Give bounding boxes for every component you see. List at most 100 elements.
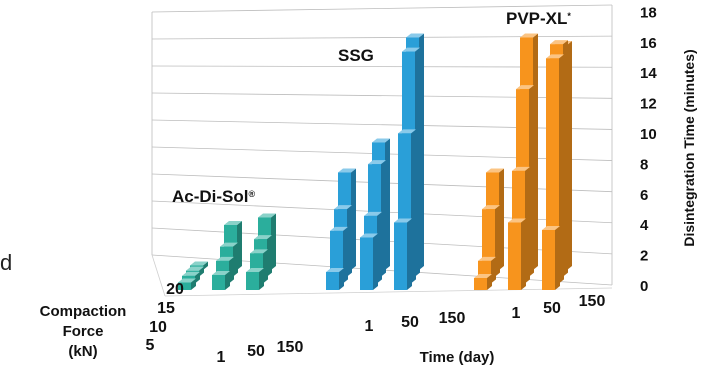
bar-side	[487, 274, 492, 290]
bar-top	[474, 274, 492, 278]
bar-top	[542, 226, 560, 230]
bar-top	[330, 226, 348, 231]
force-tick-label: 20	[166, 281, 184, 298]
y-tick-label: 8	[640, 156, 648, 173]
bar-top	[220, 242, 238, 247]
force-axis-title: (kN)	[68, 343, 97, 360]
bar-side	[533, 33, 538, 270]
bar-top	[478, 256, 496, 261]
bar-top	[482, 205, 500, 210]
floor-front-edge	[164, 287, 613, 297]
bar-side	[203, 261, 208, 270]
bar-side	[567, 41, 572, 270]
bar-top	[364, 211, 382, 216]
bar-top	[406, 33, 424, 38]
bar-top	[402, 47, 420, 52]
chart-labels: 0 2 4 6 8 10 12 14 16 18 Disintegration Time (minu…	[40, 4, 697, 366]
bar-top	[546, 54, 564, 59]
bar-front	[212, 275, 225, 290]
cropped-text-fragment: d	[0, 250, 13, 275]
gridline	[151, 4, 613, 13]
bar-side	[225, 271, 230, 290]
y-tick-label: 0	[640, 278, 648, 295]
bar-top	[224, 221, 242, 225]
bar-ac-di-sol-5kn-150	[246, 268, 264, 290]
time-tick-label: 1	[512, 305, 521, 322]
time-tick-label: 150	[277, 339, 304, 356]
bar-pvp-xl-5kn-50	[508, 218, 526, 290]
bar-top	[246, 268, 264, 272]
force-axis-title: Compaction	[40, 303, 127, 320]
bar-side	[525, 166, 530, 284]
bar-side	[415, 47, 420, 277]
y-tick-label: 10	[640, 126, 657, 143]
bar-top	[508, 218, 526, 223]
bar-side	[339, 268, 344, 290]
gridline	[151, 65, 613, 68]
gridline	[151, 35, 613, 40]
y-tick-label: 16	[640, 35, 657, 52]
bar-top	[398, 129, 416, 134]
bar-side	[351, 168, 356, 270]
group-label-ssg: SSG	[338, 46, 374, 65]
bar-top	[190, 261, 208, 266]
bar-ssg-5kn-1	[326, 268, 344, 290]
bar-side	[233, 242, 238, 277]
y-tick-label: 12	[640, 96, 657, 113]
bar-top	[512, 166, 530, 171]
bar-side	[499, 168, 504, 270]
bar-top	[360, 233, 378, 238]
y-axis-title: Disintegration Time (minutes)	[681, 49, 697, 246]
y-tick-label: 14	[640, 65, 657, 82]
bar-top	[326, 268, 344, 272]
bar-front	[178, 282, 191, 290]
x-axis-title: Time (day)	[420, 349, 495, 366]
bar-top	[216, 256, 234, 261]
bar-top	[550, 40, 568, 45]
y-tick-label: 4	[640, 217, 649, 234]
bar-ssg-5kn-150	[394, 218, 412, 290]
force-axis-title: Force	[63, 323, 104, 340]
bar-side	[229, 256, 234, 284]
bar-top	[520, 33, 538, 38]
bar-top	[212, 271, 230, 275]
group-label-ac-di-sol: Ac-Di-Sol®	[172, 187, 256, 206]
bar-side	[263, 249, 268, 284]
bar-side	[259, 268, 264, 290]
bar-front	[542, 230, 555, 290]
bar-side	[411, 129, 416, 284]
time-tick-label: 150	[439, 310, 466, 327]
bar-top	[334, 205, 352, 210]
bar-top	[338, 168, 356, 173]
y-tick-label: 6	[640, 187, 648, 204]
bar-side	[407, 218, 412, 290]
gridline	[151, 92, 613, 99]
bar-top	[394, 218, 412, 223]
time-tick-label: 50	[247, 343, 265, 360]
bar-ssg-5kn-50	[360, 233, 378, 290]
bar-top	[486, 168, 504, 173]
bar-side	[495, 205, 500, 277]
bar-side	[267, 235, 272, 277]
bar-pvp-xl-5kn-150	[542, 226, 560, 290]
bar-top	[186, 266, 204, 271]
bar-layer	[178, 33, 572, 290]
force-tick-label: 15	[157, 300, 175, 317]
bar-side	[563, 40, 568, 277]
bar-side	[191, 278, 196, 290]
bar-top	[516, 85, 534, 90]
bar-top	[372, 138, 390, 143]
time-tick-label: 50	[401, 314, 419, 331]
bar-side	[199, 266, 204, 277]
bar-ac-di-sol-5kn-50	[212, 271, 230, 290]
bar-side	[419, 33, 424, 270]
bar-top	[182, 271, 200, 276]
bar-side	[385, 138, 390, 270]
bar-side	[521, 218, 526, 290]
bar-front	[508, 222, 521, 290]
floor-left-edge	[151, 254, 166, 297]
bar-side	[529, 85, 534, 277]
time-tick-label: 50	[543, 300, 561, 317]
bar-top	[250, 249, 268, 254]
